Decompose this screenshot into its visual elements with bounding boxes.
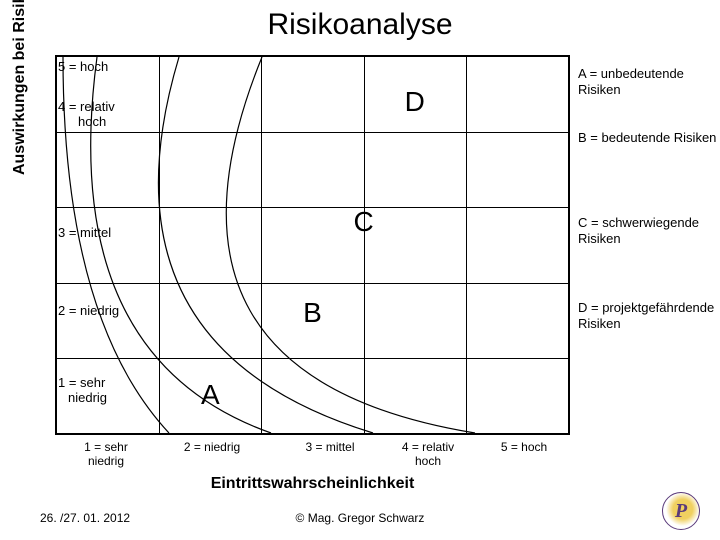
slide: Risikoanalyse Auswirkungen bei Risikoein… xyxy=(0,0,720,540)
grid-hline xyxy=(57,207,568,208)
grid-vline xyxy=(261,57,262,433)
curve-a2 xyxy=(91,57,271,433)
x-label-2: 2 = niedrig xyxy=(172,440,252,454)
zone-curves xyxy=(57,57,568,433)
footer-copyright: © Mag. Gregor Schwarz xyxy=(0,511,720,525)
x-label-3: 3 = mittel xyxy=(290,440,370,454)
legend-d: D = projektgefährdende Risiken xyxy=(578,300,718,333)
zone-label-c: C xyxy=(353,206,373,238)
zone-label-a: A xyxy=(201,379,220,411)
grid-hline xyxy=(57,358,568,359)
curve-b xyxy=(158,57,373,433)
x-label-4: 4 = relativ hoch xyxy=(388,440,468,469)
x-label-1: 1 = sehr niedrig xyxy=(66,440,146,469)
curve-c xyxy=(226,57,475,433)
x-label-1-b: niedrig xyxy=(88,454,124,468)
x-label-4-a: 4 = relativ xyxy=(402,440,454,454)
x-label-1-a: 1 = sehr xyxy=(84,440,128,454)
legend-b: B = bedeutende Risiken xyxy=(578,130,718,146)
risk-matrix-chart: A B C D xyxy=(55,55,570,435)
legend-a: A = unbedeutende Risiken xyxy=(578,66,718,99)
grid-hline xyxy=(57,132,568,133)
logo-icon: P xyxy=(662,492,700,530)
grid-hline xyxy=(57,283,568,284)
y-axis-title: Auswirkungen bei Risikoeintritt xyxy=(11,0,29,245)
grid-vline xyxy=(466,57,467,433)
x-axis-title: Eintrittswahrscheinlichkeit xyxy=(55,475,570,493)
curve-a1 xyxy=(63,57,169,433)
page-title: Risikoanalyse xyxy=(0,8,720,42)
grid-vline xyxy=(159,57,160,433)
x-label-4-b: hoch xyxy=(415,454,441,468)
grid-vline xyxy=(364,57,365,433)
zone-label-b: B xyxy=(303,297,322,329)
zone-label-d: D xyxy=(405,86,425,118)
x-label-5: 5 = hoch xyxy=(484,440,564,454)
legend-c: C = schwerwiegende Risiken xyxy=(578,215,718,248)
